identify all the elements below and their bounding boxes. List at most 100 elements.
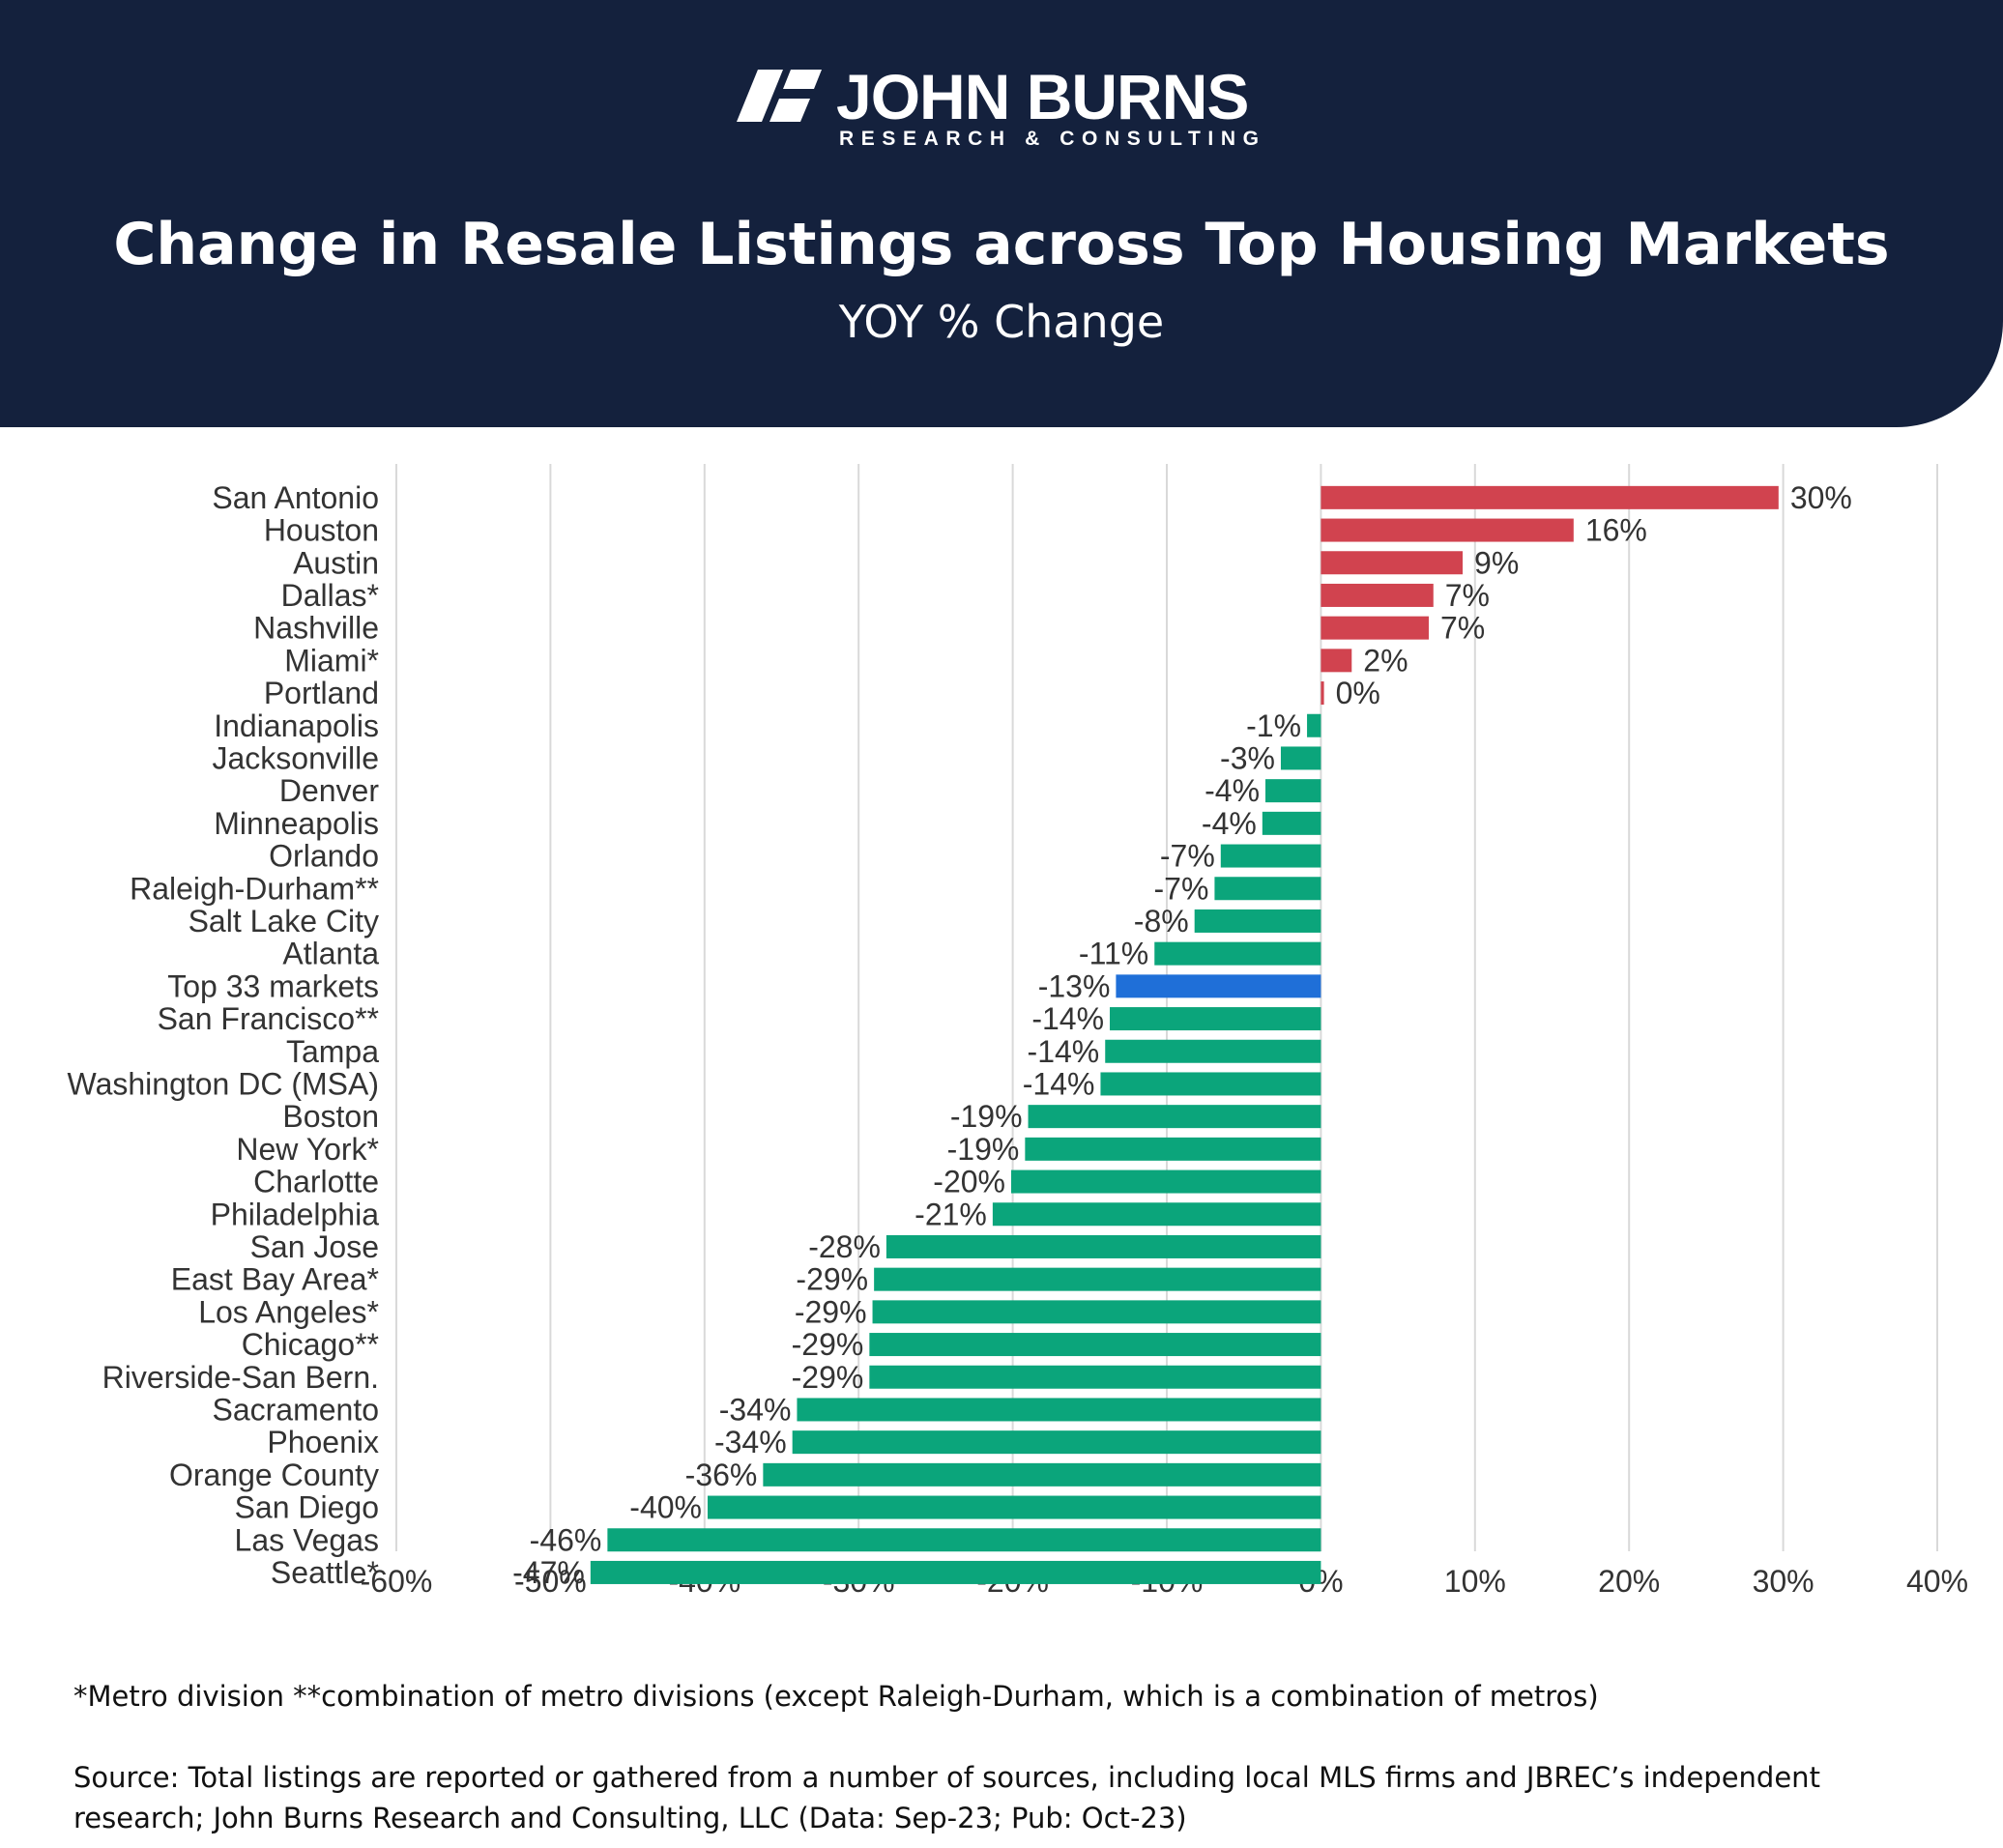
data-label: -46% <box>530 1522 602 1557</box>
bar <box>872 1300 1321 1324</box>
data-label: -20% <box>933 1165 1005 1199</box>
data-label: -14% <box>1028 1034 1100 1069</box>
bar <box>1116 974 1321 998</box>
bar <box>1100 1072 1321 1096</box>
data-label: -4% <box>1202 806 1257 841</box>
source-note: Source: Total listings are reported or g… <box>73 1761 1820 1834</box>
data-label: -11% <box>1079 937 1148 971</box>
bar <box>1110 1007 1321 1031</box>
bar <box>1280 746 1321 770</box>
logo-mark-icon <box>737 70 822 122</box>
data-label: -29% <box>792 1360 864 1395</box>
brand-logo: JOHN BURNS RESEARCH & CONSULTING <box>0 58 2003 155</box>
bar <box>1321 649 1352 673</box>
data-label: -8% <box>1134 904 1189 938</box>
category-label: Nashville <box>253 611 379 646</box>
x-tick-label: 40% <box>1906 1564 1968 1599</box>
data-label: -29% <box>796 1262 868 1297</box>
bar <box>1265 779 1321 803</box>
bar <box>707 1495 1321 1519</box>
header-banner: JOHN BURNS RESEARCH & CONSULTING Change … <box>0 0 2003 427</box>
category-label: Denver <box>279 773 380 808</box>
data-label: 30% <box>1790 480 1852 515</box>
bar <box>590 1560 1321 1584</box>
data-label: 0% <box>1336 676 1380 710</box>
category-label: Seattle* <box>271 1555 379 1590</box>
bar-chart: -60%-50%-40%-30%-20%-10%0%10%20%30%40%Sa… <box>68 464 1968 1599</box>
bar <box>885 1234 1321 1258</box>
x-tick-label: -50% <box>514 1564 587 1599</box>
data-label: -21% <box>914 1197 987 1231</box>
data-label: -3% <box>1220 740 1275 775</box>
bar <box>1220 844 1321 868</box>
category-label: Miami* <box>284 643 379 678</box>
x-tick-label: -60% <box>361 1564 433 1599</box>
data-label: -14% <box>1031 1001 1104 1036</box>
data-label: 7% <box>1440 611 1485 646</box>
chart-subtitle: YOY % Change <box>838 296 1165 348</box>
bar <box>1105 1039 1321 1063</box>
bar <box>874 1267 1321 1291</box>
category-label: Las Vegas <box>235 1522 379 1557</box>
category-label: Top 33 markets <box>167 968 379 1003</box>
category-label: San Jose <box>250 1229 379 1264</box>
bar <box>1321 518 1574 542</box>
brand-tagline: RESEARCH & CONSULTING <box>839 128 1266 150</box>
data-label: 9% <box>1474 545 1519 580</box>
data-label: -7% <box>1154 871 1209 906</box>
bar <box>1321 551 1464 575</box>
data-label: -7% <box>1160 839 1215 874</box>
data-label: -47% <box>512 1555 585 1590</box>
category-label: Orlando <box>269 839 379 874</box>
chart-title: Change in Resale Listings across Top Hou… <box>113 211 1890 278</box>
bar <box>763 1462 1321 1487</box>
category-label: Boston <box>282 1099 379 1134</box>
bar <box>1011 1169 1321 1194</box>
bar <box>1214 877 1321 901</box>
data-label: -36% <box>685 1458 758 1492</box>
category-label: Riverside-San Bern. <box>102 1360 379 1395</box>
category-label: New York* <box>236 1132 379 1167</box>
footnote: *Metro division **combination of metro d… <box>73 1680 1599 1713</box>
data-label: -1% <box>1246 708 1301 743</box>
bar <box>1321 681 1324 706</box>
data-label: 16% <box>1585 513 1647 548</box>
data-label: -19% <box>947 1132 1020 1167</box>
category-label: Raleigh-Durham** <box>130 871 379 906</box>
bar <box>1321 583 1434 607</box>
category-label: San Diego <box>235 1490 379 1525</box>
data-label: -19% <box>950 1099 1023 1134</box>
category-label: Charlotte <box>253 1165 379 1199</box>
category-label: Washington DC (MSA) <box>68 1066 379 1101</box>
data-label: -40% <box>629 1490 702 1525</box>
category-label: Tampa <box>286 1034 379 1069</box>
bar <box>1321 616 1429 640</box>
bar <box>992 1202 1321 1227</box>
bar <box>1194 909 1321 933</box>
category-label: Chicago** <box>242 1327 379 1362</box>
data-label: 7% <box>1445 578 1490 613</box>
category-label: Austin <box>293 545 379 580</box>
bar <box>1307 713 1321 737</box>
data-label: -34% <box>714 1425 787 1459</box>
category-label: Philadelphia <box>211 1197 380 1231</box>
data-label: 2% <box>1363 643 1408 678</box>
category-label: Dallas* <box>281 578 379 613</box>
category-label: Los Angeles* <box>198 1294 379 1329</box>
bar <box>1025 1137 1321 1161</box>
bar <box>1262 811 1321 835</box>
category-label: San Francisco** <box>158 1001 379 1036</box>
category-label: Sacramento <box>212 1392 379 1427</box>
brand-name: JOHN BURNS <box>836 61 1249 132</box>
bar <box>792 1430 1321 1455</box>
bar <box>869 1333 1321 1357</box>
category-label: Salt Lake City <box>189 904 379 938</box>
x-tick-label: 30% <box>1753 1564 1814 1599</box>
bar <box>797 1398 1321 1422</box>
x-tick-label: 20% <box>1598 1564 1660 1599</box>
data-label: -14% <box>1023 1066 1095 1101</box>
category-label: Minneapolis <box>214 806 379 841</box>
category-label: Phoenix <box>267 1425 379 1459</box>
bar <box>607 1528 1321 1552</box>
data-label: -29% <box>795 1294 867 1329</box>
